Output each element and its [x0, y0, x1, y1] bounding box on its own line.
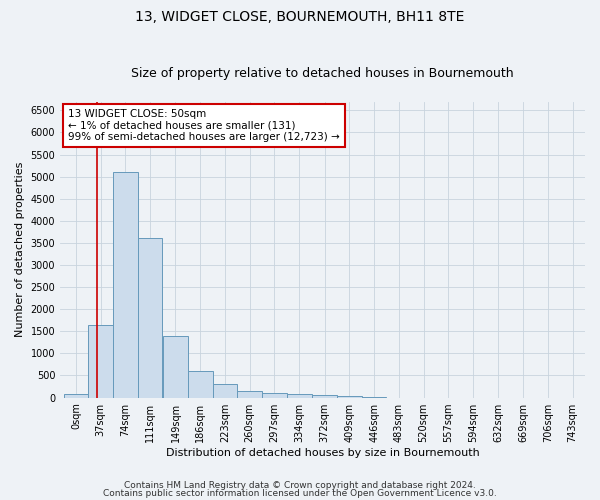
Y-axis label: Number of detached properties: Number of detached properties — [15, 162, 25, 337]
X-axis label: Distribution of detached houses by size in Bournemouth: Distribution of detached houses by size … — [166, 448, 479, 458]
Bar — [64, 394, 88, 398]
Bar — [163, 336, 188, 398]
Text: 13, WIDGET CLOSE, BOURNEMOUTH, BH11 8TE: 13, WIDGET CLOSE, BOURNEMOUTH, BH11 8TE — [136, 10, 464, 24]
Bar — [212, 384, 238, 398]
Bar — [238, 391, 262, 398]
Bar — [113, 172, 138, 398]
Bar — [362, 396, 386, 398]
Bar — [188, 371, 212, 398]
Text: 13 WIDGET CLOSE: 50sqm
← 1% of detached houses are smaller (131)
99% of semi-det: 13 WIDGET CLOSE: 50sqm ← 1% of detached … — [68, 109, 340, 142]
Bar — [138, 238, 163, 398]
Text: Contains public sector information licensed under the Open Government Licence v3: Contains public sector information licen… — [103, 488, 497, 498]
Text: Contains HM Land Registry data © Crown copyright and database right 2024.: Contains HM Land Registry data © Crown c… — [124, 481, 476, 490]
Bar — [88, 324, 113, 398]
Bar — [262, 393, 287, 398]
Bar — [287, 394, 311, 398]
Bar — [312, 396, 337, 398]
Title: Size of property relative to detached houses in Bournemouth: Size of property relative to detached ho… — [131, 66, 514, 80]
Bar — [337, 396, 362, 398]
